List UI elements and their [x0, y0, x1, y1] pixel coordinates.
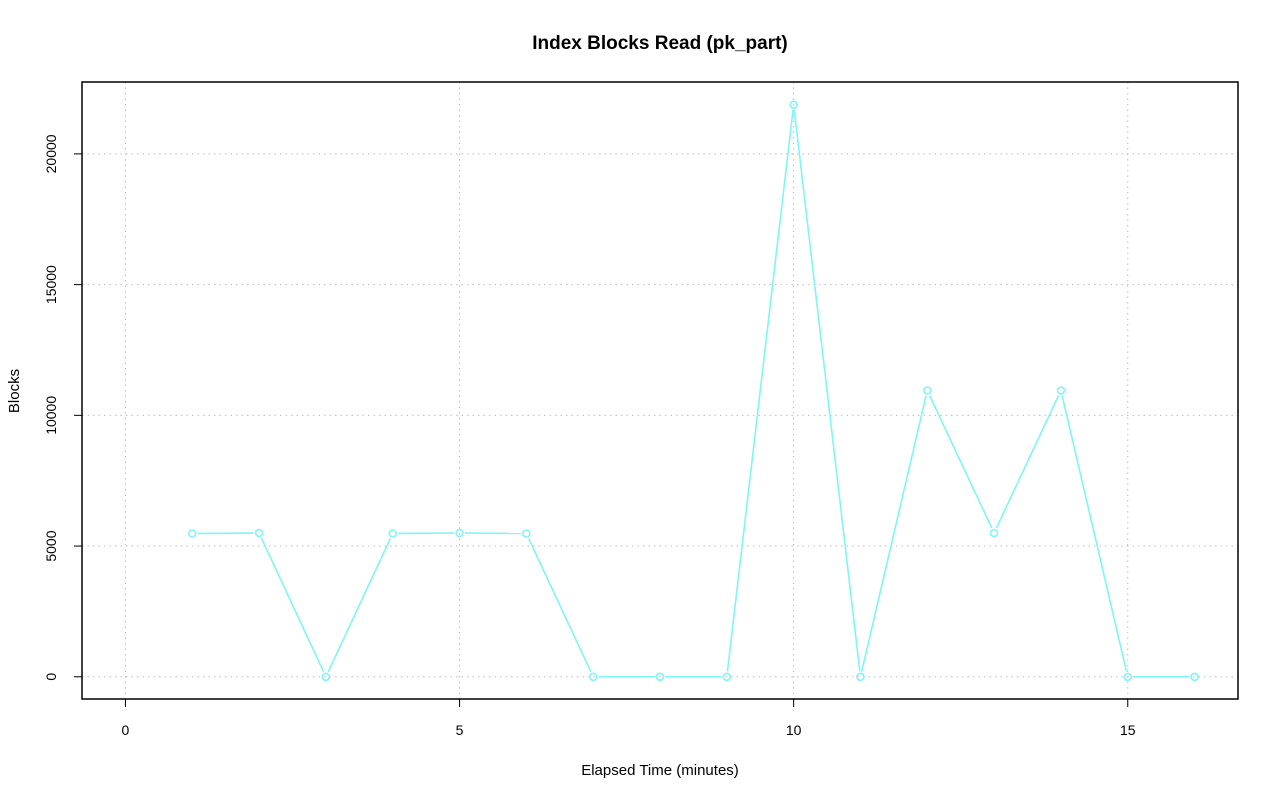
chart-title: Index Blocks Read (pk_part): [532, 33, 788, 54]
x-tick-label: 15: [1120, 722, 1136, 738]
y-axis: 0 5000 10000 15000 20000: [43, 134, 82, 681]
data-point: [789, 100, 798, 110]
data-point: [321, 672, 331, 682]
data-point: [856, 672, 865, 682]
series-layer: [187, 100, 1199, 682]
y-tick-label: 20000: [43, 134, 59, 173]
x-axis: 0 5 10 15: [122, 699, 1136, 738]
series-line-segment: [327, 538, 392, 673]
x-tick-label: 0: [122, 722, 130, 738]
y-tick-label: 10000: [43, 396, 59, 435]
series-line-segment: [260, 537, 325, 673]
series-line-segment: [1061, 395, 1128, 672]
grid-lines: [82, 82, 1238, 699]
data-point: [1056, 386, 1066, 395]
plot-frame: [81, 81, 1239, 700]
y-tick-label: 0: [43, 673, 59, 681]
y-tick-label: 15000: [43, 265, 59, 304]
series-line-segment: [995, 395, 1060, 529]
data-point: [1190, 672, 1199, 682]
series-line-segment: [726, 110, 794, 672]
data-point: [722, 672, 732, 682]
data-point: [588, 672, 598, 682]
x-axis-label: Elapsed Time (minutes): [581, 762, 739, 779]
data-point: [522, 529, 531, 538]
y-axis-label: Blocks: [6, 369, 23, 413]
data-point: [655, 672, 665, 682]
data-point: [187, 529, 197, 538]
data-point: [989, 528, 999, 538]
series-line-segment: [860, 395, 927, 672]
data-point: [1123, 672, 1133, 682]
data-point: [922, 386, 932, 395]
series-line-segment: [928, 395, 993, 529]
data-point: [455, 528, 464, 538]
data-point: [388, 529, 398, 538]
x-tick-label: 5: [456, 722, 464, 738]
series-line-segment: [527, 538, 592, 673]
y-tick-label: 5000: [43, 530, 59, 561]
x-tick-label: 10: [786, 722, 802, 738]
series-line-segment: [793, 110, 861, 672]
data-point: [254, 528, 264, 538]
